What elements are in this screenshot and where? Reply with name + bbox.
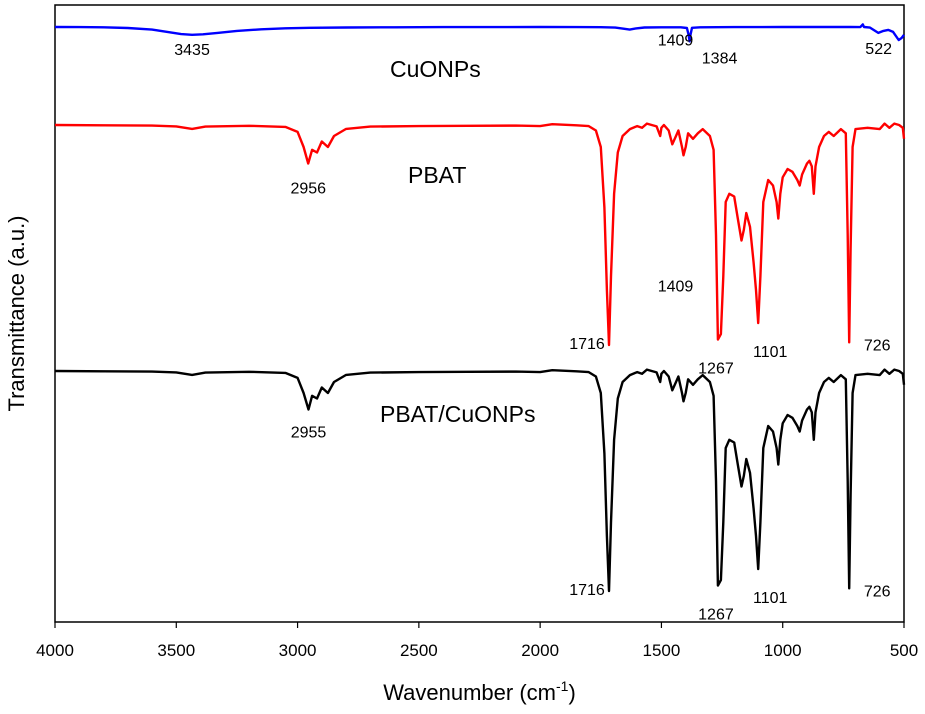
x-tick-label-3000: 3000 <box>279 641 317 660</box>
x-axis-ticks: 4000 3500 3000 2500 2000 1500 1000 500 <box>36 622 918 660</box>
peak-label-522: 522 <box>865 41 892 58</box>
plot-frame <box>54 4 905 623</box>
plot-area <box>54 4 905 623</box>
x-tick-label-1000: 1000 <box>764 641 802 660</box>
series-labels: CuONPs PBAT PBAT/CuONPs <box>380 56 536 427</box>
x-axis-title: Wavenumber (cm-1) <box>383 678 576 705</box>
peak-label-1267: 1267 <box>698 361 734 378</box>
y-axis-title: Transmittance (a.u.) <box>4 215 29 411</box>
x-tick-label-2500: 2500 <box>400 641 438 660</box>
series-line-pbat-cuonps <box>54 368 906 593</box>
x-axis-title-text: Wavenumber (cm <box>383 680 556 705</box>
x-tick-label-2000: 2000 <box>521 641 559 660</box>
series-line-pbat <box>54 122 906 347</box>
x-axis-title-superscript: -1 <box>556 678 569 694</box>
peak-label-1716: 1716 <box>569 336 605 353</box>
x-tick-label-1500: 1500 <box>643 641 681 660</box>
series-label-pbat-cuonps: PBAT/CuONPs <box>380 401 536 427</box>
peak-label-1409: 1409 <box>658 278 694 295</box>
peak-label-2955: 2955 <box>291 425 327 442</box>
x-axis-title-end: ) <box>568 680 575 705</box>
x-tick-label-3500: 3500 <box>157 641 195 660</box>
series-label-pbat: PBAT <box>408 162 466 188</box>
peak-label-2956: 2956 <box>290 181 326 198</box>
peak-labels: 3435163113846065222956171614091267110172… <box>174 32 892 624</box>
series-lines <box>54 23 906 593</box>
peak-label-1409: 1409 <box>658 32 694 49</box>
peak-label-726: 726 <box>864 583 891 600</box>
peak-label-1716: 1716 <box>569 582 605 599</box>
peak-label-1101: 1101 <box>753 590 788 607</box>
peak-label-726: 726 <box>864 337 891 354</box>
x-tick-label-4000: 4000 <box>36 641 74 660</box>
peak-label-1267: 1267 <box>698 607 734 624</box>
x-tick-label-500: 500 <box>890 641 918 660</box>
series-label-cuonps: CuONPs <box>390 56 481 82</box>
peak-label-1101: 1101 <box>753 344 788 361</box>
series-line-cuonps <box>54 23 905 43</box>
peak-label-3435: 3435 <box>174 42 210 59</box>
peak-label-1384: 1384 <box>702 50 738 67</box>
